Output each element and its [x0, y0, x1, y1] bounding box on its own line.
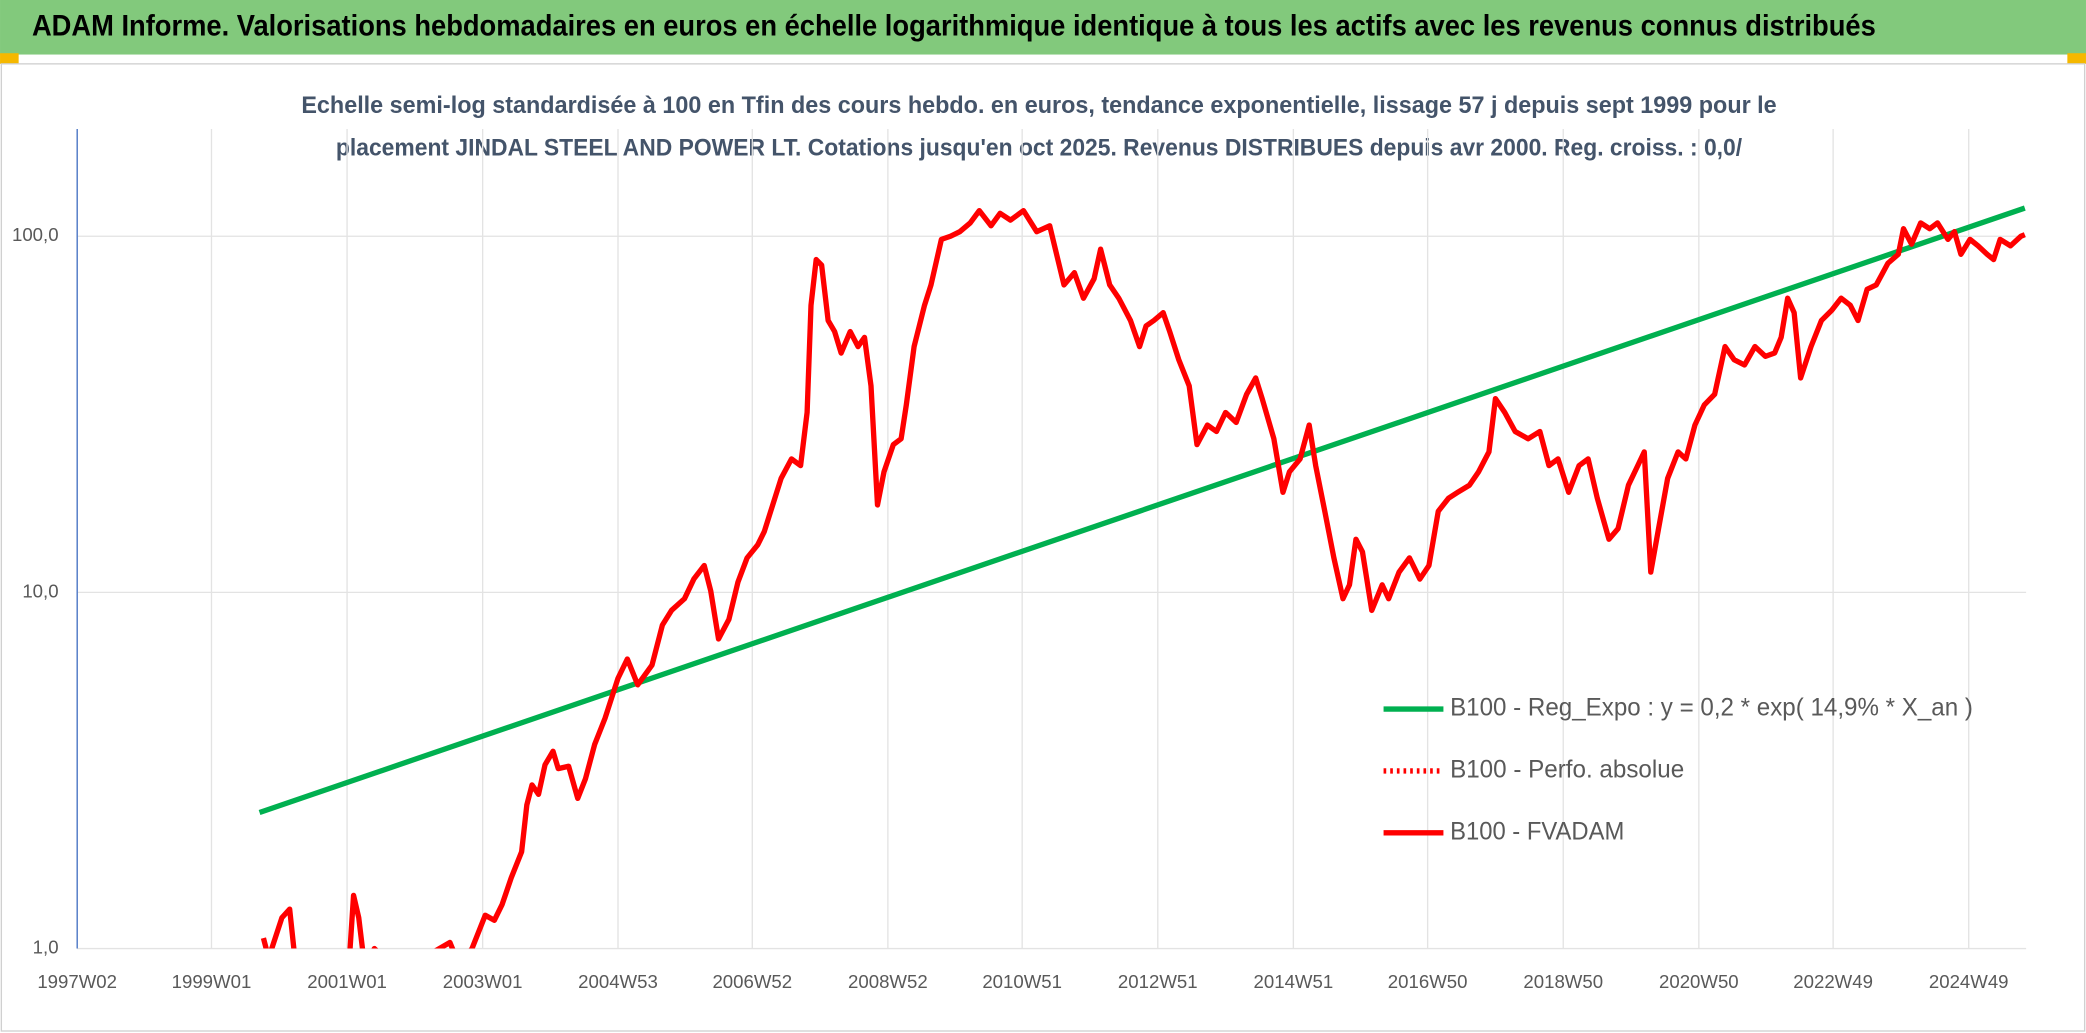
- x-tick-label: 2020W50: [1659, 971, 1739, 992]
- y-tick-label: 10,0: [22, 580, 58, 601]
- subtitle: Echelle semi-log standardisée à 100 en T…: [301, 92, 1776, 119]
- x-tick-label: 2016W50: [1388, 971, 1468, 992]
- x-tick-label: 2024W49: [1929, 971, 2009, 992]
- y-tick-label: 100,0: [12, 224, 59, 245]
- x-tick-label: 2012W51: [1118, 971, 1198, 992]
- series-line: [258, 205, 2026, 815]
- legend-label: B100 - Perfo. absolue: [1450, 756, 1684, 784]
- x-tick-label: 2014W51: [1254, 971, 1334, 992]
- x-tick-label: 2004W53: [578, 971, 658, 992]
- header: [0, 0, 2086, 55]
- x-tick-label: 2008W52: [848, 971, 928, 992]
- legend-label: B100 - Reg_Expo : y = 0,2 * exp( 14,9% *…: [1450, 694, 1973, 722]
- legend-label: B100 - FVADAM: [1450, 817, 1624, 845]
- series-line: [260, 207, 2026, 949]
- frame: [0, 63, 2086, 1032]
- chart-title: ADAM Informe. Valorisations hebdomadaire…: [32, 11, 1876, 43]
- x-tick-label: 2006W52: [712, 971, 792, 992]
- corner: [2067, 53, 2086, 64]
- y-tick-label: 1,0: [33, 936, 59, 957]
- corner: [0, 53, 19, 64]
- x-tick-label: 2003W01: [443, 971, 523, 992]
- x-tick-label: 1997W02: [37, 971, 117, 992]
- x-tick-label: 2022W49: [1793, 971, 1873, 992]
- x-tick-label: 2010W51: [982, 971, 1062, 992]
- x-tick-label: 2018W50: [1523, 971, 1603, 992]
- plot-area: [258, 205, 2026, 949]
- x-tick-label: 1999W01: [172, 971, 252, 992]
- subtitle: placement JINDAL STEEL AND POWER LT. Cot…: [336, 134, 1742, 161]
- x-tick-label: 2001W01: [307, 971, 387, 992]
